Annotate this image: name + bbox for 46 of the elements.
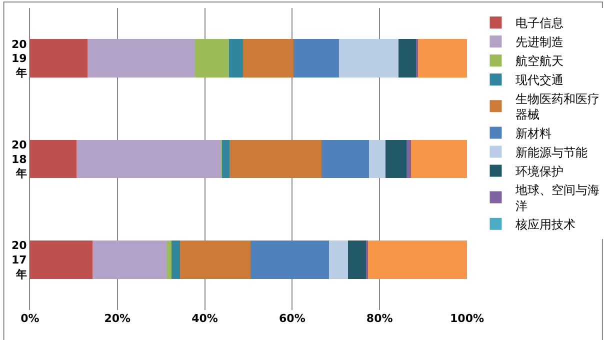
bar bbox=[30, 240, 92, 279]
x-tick-label: 100% bbox=[450, 312, 484, 325]
y-tick-label: 2019年 bbox=[11, 38, 28, 80]
x-tick-label: 20% bbox=[104, 312, 131, 325]
bar bbox=[76, 140, 222, 178]
bar bbox=[222, 140, 230, 178]
legend-label: 生物医药和医疗器械 bbox=[516, 92, 600, 122]
x-tick-label: 60% bbox=[279, 312, 306, 325]
legend-label: 电子信息 bbox=[516, 16, 564, 30]
bar bbox=[348, 240, 367, 279]
bar bbox=[228, 39, 243, 78]
x-tick-label: 0% bbox=[20, 312, 40, 325]
y-tick-label: 2017年 bbox=[11, 239, 28, 281]
bar bbox=[195, 39, 229, 78]
bar bbox=[328, 240, 348, 279]
legend-label: 地球、空间与海洋 bbox=[514, 183, 600, 213]
bar bbox=[172, 240, 180, 279]
bar bbox=[242, 39, 294, 78]
bar bbox=[385, 140, 406, 178]
legend-label: 现代交通 bbox=[516, 73, 564, 88]
x-tick-label: 80% bbox=[366, 312, 393, 325]
bar bbox=[30, 39, 88, 78]
bar bbox=[250, 240, 329, 279]
bar bbox=[369, 140, 386, 178]
legend-label: 先进制造 bbox=[516, 35, 564, 50]
bar bbox=[406, 140, 412, 178]
bar bbox=[92, 240, 167, 279]
bar bbox=[338, 39, 398, 78]
legend-label: 环境保护 bbox=[516, 164, 564, 178]
legend-label: 航空航天 bbox=[516, 54, 564, 68]
legend-label: 新能源与节能 bbox=[516, 145, 588, 160]
bar bbox=[166, 240, 172, 279]
bar bbox=[230, 140, 322, 178]
bar bbox=[30, 140, 76, 178]
y-tick-label: 2018年 bbox=[11, 138, 28, 180]
bar bbox=[411, 140, 467, 178]
bar bbox=[418, 39, 467, 78]
legend-label: 新材料 bbox=[516, 126, 552, 140]
x-tick-label: 40% bbox=[192, 312, 218, 325]
legend-label: 核应用技术 bbox=[514, 218, 576, 232]
bar bbox=[368, 240, 467, 279]
bar bbox=[87, 39, 196, 78]
bar bbox=[321, 140, 370, 178]
bar bbox=[398, 39, 416, 78]
bar bbox=[180, 240, 251, 279]
bar bbox=[294, 39, 339, 78]
